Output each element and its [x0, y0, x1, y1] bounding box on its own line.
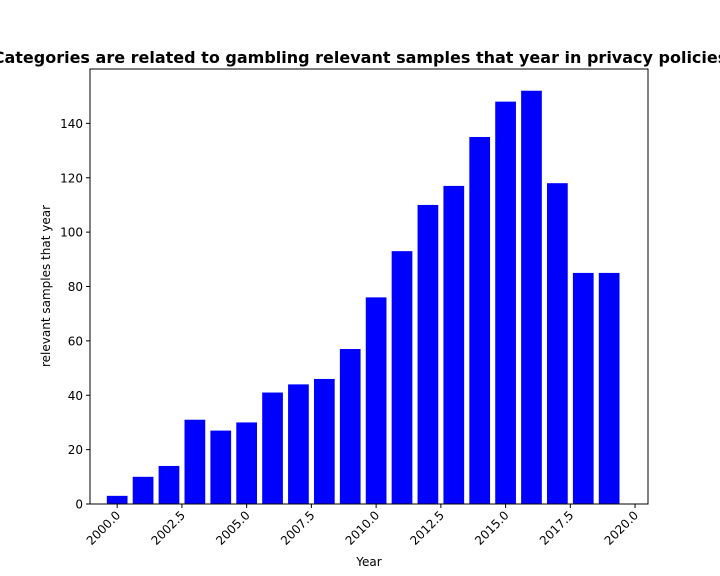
x-tick-label: 2020.0 — [602, 508, 642, 548]
bar-2015 — [495, 101, 516, 505]
bar-2010 — [365, 297, 387, 505]
y-tick-label: 140 — [60, 117, 83, 131]
bar-2002 — [158, 465, 180, 504]
chart-title: Categories are related to gambling relev… — [0, 48, 720, 67]
bar-2008 — [313, 378, 335, 504]
bar-2011 — [391, 251, 413, 504]
y-tick-label: 0 — [75, 498, 83, 512]
x-tick-label: 2000.0 — [84, 508, 124, 548]
y-tick-label: 20 — [68, 443, 83, 457]
x-tick-label: 2007.5 — [278, 508, 318, 548]
y-tick-label: 100 — [60, 226, 83, 240]
x-tick-label: 2015.0 — [472, 508, 512, 548]
x-tick-label: 2005.0 — [213, 508, 253, 548]
y-tick-label: 60 — [68, 334, 83, 348]
x-tick-label: 2012.5 — [407, 508, 447, 548]
bar-2001 — [132, 476, 154, 504]
x-tick-label: 2010.0 — [343, 508, 383, 548]
bar-2016 — [521, 90, 542, 504]
bar-2004 — [210, 430, 232, 504]
bar-2014 — [469, 136, 491, 504]
y-axis: 0 20 40 60 80 100 120 140 — [60, 117, 90, 512]
bar-2005 — [236, 422, 258, 504]
bar-2019 — [598, 272, 620, 504]
bar-2000 — [106, 495, 128, 504]
bar-2003 — [184, 419, 206, 504]
bar-2017 — [547, 183, 568, 504]
y-tick-label: 120 — [60, 171, 83, 185]
bar-2018 — [572, 272, 594, 504]
bar-2007 — [288, 384, 309, 505]
x-tick-label: 2017.5 — [537, 508, 577, 548]
bar-2009 — [339, 349, 361, 504]
y-tick-label: 80 — [68, 280, 83, 294]
x-axis: 2000.0 2002.5 2005.0 2007.5 2010.0 2012.5 2015… — [84, 504, 641, 548]
x-tick-label: 2002.5 — [148, 508, 188, 548]
x-axis-label: Year — [355, 555, 381, 569]
bar-2012 — [417, 204, 439, 504]
bars-group — [106, 90, 620, 505]
bar-2006 — [262, 392, 283, 504]
bar-2013 — [443, 185, 465, 504]
y-tick-label: 40 — [68, 389, 83, 403]
y-axis-label: relevant samples that year — [39, 205, 53, 367]
